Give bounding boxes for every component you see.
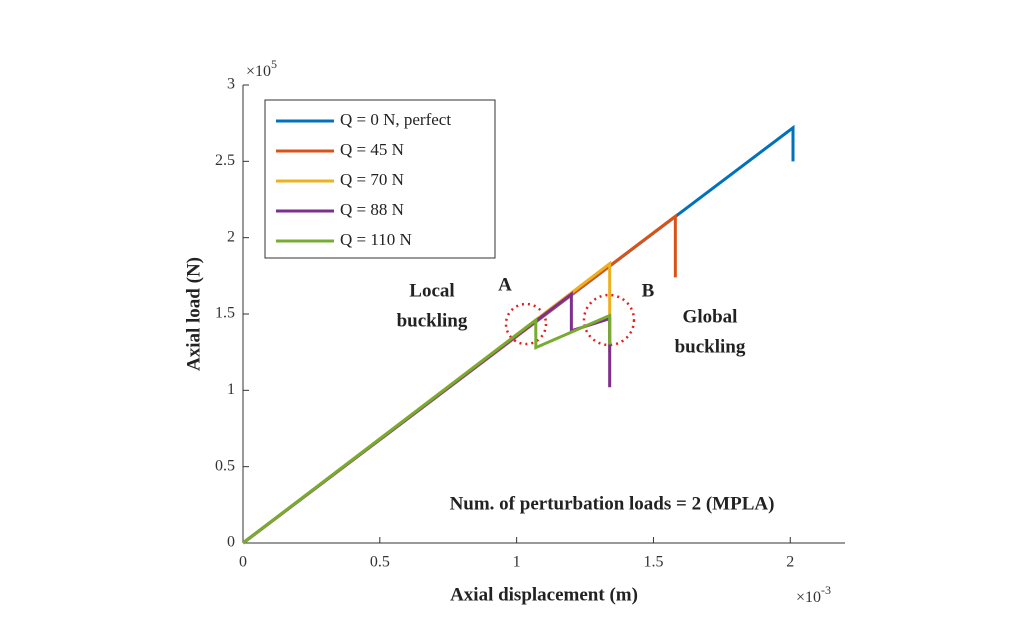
legend-label: Q = 45 N <box>340 140 404 159</box>
x-axis-label: Axial displacement (m) <box>450 584 638 605</box>
multiplier-exp: 5 <box>271 57 277 71</box>
axis-multiplier: ×10-3 <box>796 583 831 606</box>
y-tick-label: 0.5 <box>215 457 235 474</box>
x-tick-label: 2 <box>786 554 794 571</box>
x-tick-label: 0.5 <box>370 554 390 571</box>
series-line <box>242 313 612 545</box>
multiplier-base: ×10 <box>796 589 821 606</box>
x-tick-label: 1.5 <box>643 554 663 571</box>
annotation: B <box>642 280 655 301</box>
multiplier-base: ×10 <box>246 63 271 80</box>
y-tick-label: 1.5 <box>215 305 235 322</box>
y-axis-label: Axial load (N) <box>183 257 204 371</box>
y-tick-label: 3 <box>227 76 235 93</box>
legend-box <box>264 99 496 259</box>
legend-label: Q = 0 N, perfect <box>340 110 451 129</box>
x-tick-label: 0 <box>239 554 247 571</box>
x-tick-label: 1 <box>513 554 521 571</box>
y-tick-label: 2 <box>227 228 235 245</box>
annotation: Global <box>683 306 738 327</box>
legend-label: Q = 70 N <box>340 170 404 189</box>
y-tick-label: 0 <box>227 534 235 551</box>
circle-a <box>504 302 548 346</box>
annotation: buckling <box>397 310 468 331</box>
annotation: Num. of perturbation loads = 2 (MPLA) <box>450 493 775 514</box>
axis-multiplier: ×105 <box>246 57 277 80</box>
circle-b <box>582 293 636 347</box>
y-tick-label: 2.5 <box>215 152 235 169</box>
y-tick-label: 1 <box>227 381 235 398</box>
multiplier-exp: -3 <box>821 583 831 597</box>
legend-label: Q = 110 N <box>340 230 412 249</box>
annotation: A <box>498 274 512 295</box>
annotation: Local <box>409 280 454 301</box>
legend-label: Q = 88 N <box>340 200 404 219</box>
annotation: buckling <box>675 336 746 357</box>
